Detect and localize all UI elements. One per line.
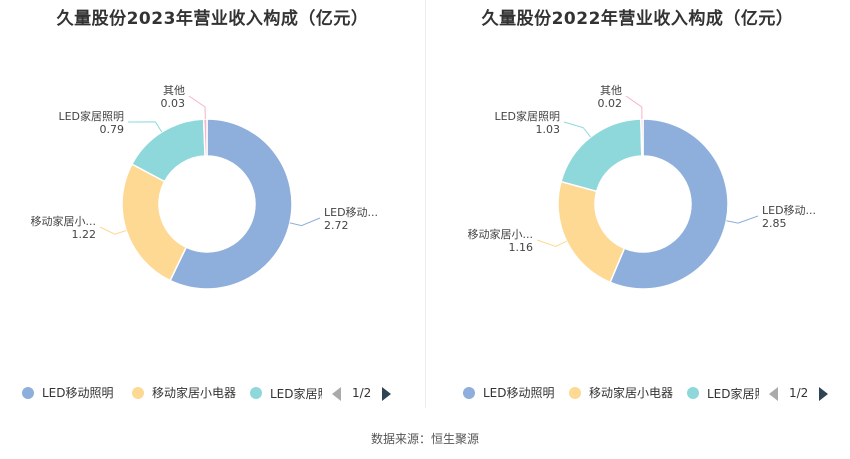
legend-item-home-appliance[interactable]: 移动家居小电器 (132, 384, 236, 402)
label-leader-line (127, 121, 163, 133)
label-leader-line (99, 226, 127, 235)
label-leader-line (726, 215, 759, 224)
legend-prev-icon[interactable] (769, 387, 778, 401)
slice-name-label: LED移动... (762, 204, 816, 217)
legend-item-led-mobile[interactable]: LED移动照明 (463, 384, 555, 402)
legend-item-led-mobile[interactable]: LED移动照明 (22, 384, 114, 402)
label-leader-line (563, 121, 591, 138)
legend-next-icon[interactable] (382, 387, 391, 401)
donut-slice[interactable] (121, 163, 188, 282)
label-leader-line (289, 217, 321, 227)
legend-label: LED家居照明 (707, 386, 759, 401)
slice-name-label: 其他 (600, 84, 622, 97)
label-leader-line (188, 95, 206, 120)
donut-slice[interactable] (202, 118, 208, 157)
legend-dot (463, 386, 475, 399)
donut-slice[interactable] (640, 118, 644, 157)
legend-label: LED移动照明 (42, 386, 114, 400)
chart-panel-2023: 久量股份2023年营业收入构成（亿元） LED移动... 2.72 移动家居小...… (0, 0, 425, 420)
slice-value-label: 1.03 (536, 123, 561, 136)
slice-value-label: 0.03 (161, 97, 186, 110)
legend-dot (22, 386, 34, 399)
slice-value-label: 1.22 (72, 228, 97, 241)
slice-name-label: 其他 (163, 84, 185, 97)
label-leader-line (536, 239, 567, 248)
slice-name-label: LED家居照明 (494, 109, 560, 123)
legend-item-led-home[interactable]: LED家居照明 (687, 384, 759, 402)
legend-page-indicator: 1/2 (789, 386, 809, 400)
legend-label: 移动家居小电器 (589, 386, 674, 400)
slice-name-label: LED移动... (324, 206, 378, 219)
legend-label: LED移动照明 (483, 386, 555, 400)
slice-value-label: 1.16 (509, 241, 534, 254)
slice-name-label: 移动家居小... (468, 227, 534, 241)
slice-value-label: 2.72 (324, 219, 349, 232)
legend-dot (569, 386, 581, 399)
slice-value-label: 0.79 (100, 123, 125, 136)
panel-divider (425, 0, 426, 408)
legend-pager: 1/2 (332, 384, 402, 404)
legend-pager: 1/2 (769, 384, 839, 404)
slice-name-label: 移动家居小... (31, 214, 97, 228)
legend-dot (132, 386, 144, 399)
legend-item-led-home[interactable]: LED家居照明 (250, 384, 322, 402)
donut-slice[interactable] (557, 180, 626, 284)
donut-slice[interactable] (560, 118, 643, 193)
legend-page-indicator: 1/2 (352, 386, 372, 400)
slice-value-label: 0.02 (598, 97, 623, 110)
data-source: 数据来源：恒生聚源 (370, 432, 479, 446)
donut-slice[interactable] (169, 118, 293, 290)
legend-label: 移动家居小电器 (152, 386, 237, 400)
legend-dot (687, 386, 699, 399)
legend-label: LED家居照明 (270, 386, 322, 401)
chart-title: 久量股份2023年营业收入构成（亿元） (56, 9, 369, 29)
legend-prev-icon[interactable] (332, 387, 341, 401)
slice-name-label: LED家居照明 (58, 109, 124, 123)
chart-panel-2022: 久量股份2022年营业收入构成（亿元） LED移动... 2.85 移动家居小...… (425, 0, 850, 420)
legend-dot (250, 386, 262, 399)
slice-value-label: 2.85 (762, 217, 787, 230)
label-leader-line (625, 95, 643, 120)
legend-next-icon[interactable] (819, 387, 828, 401)
donut-slice[interactable] (609, 118, 729, 290)
legend-item-home-appliance[interactable]: 移动家居小电器 (569, 384, 673, 402)
chart-title: 久量股份2022年营业收入构成（亿元） (481, 9, 794, 29)
